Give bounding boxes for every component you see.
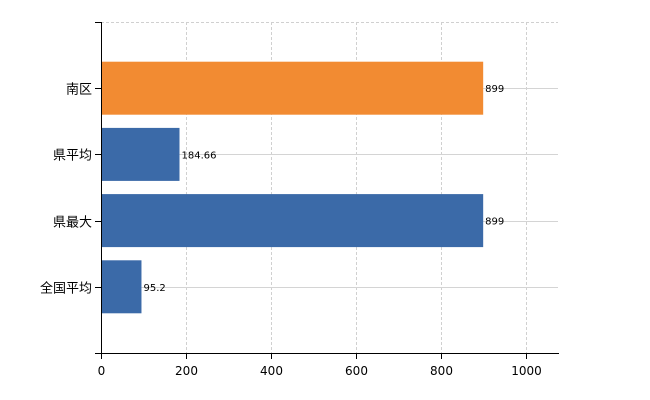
y-tick-label: 県最大 xyxy=(53,216,92,231)
x-tick-label: 200 xyxy=(175,364,198,378)
x-tick-label: 800 xyxy=(430,364,453,378)
y-tick-label: 南区 xyxy=(66,82,92,98)
x-tick-label: 1000 xyxy=(511,364,542,378)
data-label: 899 xyxy=(485,84,504,95)
y-tick-label: 全国平均 xyxy=(40,281,92,297)
x-tick-label: 400 xyxy=(260,364,283,378)
x-tick-label: 600 xyxy=(345,364,368,378)
x-tick-label: 0 xyxy=(98,364,106,378)
y-tick-label: 県平均 xyxy=(53,149,92,164)
data-label: 184.66 xyxy=(182,150,217,161)
bar xyxy=(101,61,484,115)
bar xyxy=(101,260,142,314)
bar xyxy=(101,194,484,248)
data-label: 899 xyxy=(485,217,504,228)
bar xyxy=(101,127,180,181)
data-label: 95.2 xyxy=(143,283,165,294)
